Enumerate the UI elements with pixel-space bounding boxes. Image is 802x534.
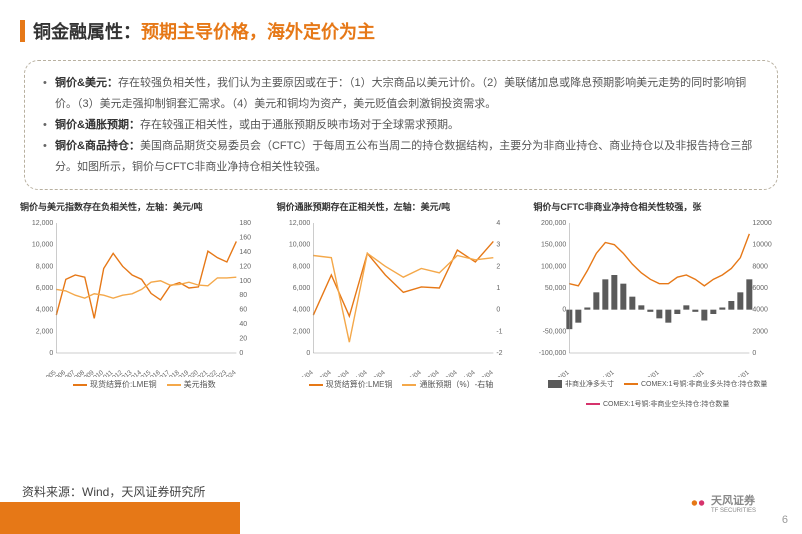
chart-3-title: 铜价与CFTC非商业净持仓相关性较强，张 <box>533 200 782 213</box>
slide-title: 铜金融属性：预期主导价格，海外定价为主 <box>33 18 375 44</box>
svg-text:2023/04: 2023/04 <box>472 369 495 377</box>
svg-text:0: 0 <box>563 307 567 314</box>
svg-text:8,000: 8,000 <box>292 264 310 271</box>
svg-text:120: 120 <box>239 264 251 271</box>
svg-text:8,000: 8,000 <box>36 264 54 271</box>
page-number: 6 <box>782 514 788 526</box>
svg-text:2007/04: 2007/04 <box>310 369 333 377</box>
svg-text:4,000: 4,000 <box>292 307 310 314</box>
svg-text:2023/01: 2023/01 <box>683 369 706 377</box>
svg-text:0: 0 <box>239 350 243 357</box>
svg-text:3: 3 <box>496 242 500 249</box>
svg-text:200,000: 200,000 <box>541 220 566 227</box>
chart-1: 铜价与美元指数存在负相关性，左轴：美元/吨 0 2,000 4,000 6,000 8,… <box>20 200 269 409</box>
chart-1-legend: 现货结算价:LME铜 美元指数 <box>20 379 269 390</box>
svg-text:2: 2 <box>496 264 500 271</box>
chart-3-plot: -100,000 -50,000 0 50,000 100,000 150,000 200,… <box>533 217 782 377</box>
chart-3: 铜价与CFTC非商业净持仓相关性较强，张 -100,000 -50,000 0 50,… <box>533 200 782 409</box>
svg-text:2024/01: 2024/01 <box>728 369 751 377</box>
chart-2-plot: 0 2,000 4,000 6,000 8,000 10,000 12,000 -2 -1 0 1 2… <box>277 217 526 377</box>
header-accent-bar <box>20 20 25 42</box>
bullet-item: 铜价&美元：存在较强负相关性，我们认为主要原因或在于：（1）大宗商品以美元计价。… <box>41 73 761 115</box>
svg-text:20: 20 <box>239 336 247 343</box>
svg-text:2020/01: 2020/01 <box>548 369 571 377</box>
svg-text:180: 180 <box>239 220 251 227</box>
svg-text:2021/04: 2021/04 <box>454 369 477 377</box>
svg-text:4000: 4000 <box>753 307 769 314</box>
svg-text:10,000: 10,000 <box>289 242 311 249</box>
chart-2-title: 铜价通胀预期存在正相关性，左轴：美元/吨 <box>277 200 526 213</box>
svg-text:-100,000: -100,000 <box>539 350 567 357</box>
logo-icon <box>689 494 707 512</box>
svg-text:60: 60 <box>239 307 247 314</box>
bullet-box: 铜价&美元：存在较强负相关性，我们认为主要原因或在于：（1）大宗商品以美元计价。… <box>24 60 778 190</box>
slide-header: 铜金融属性：预期主导价格，海外定价为主 <box>0 0 802 44</box>
svg-text:12000: 12000 <box>753 220 773 227</box>
chart-1-plot: 0 2,000 4,000 6,000 8,000 10,000 12,000 0 20 40 60… <box>20 217 269 377</box>
svg-text:140: 140 <box>239 249 251 256</box>
title-orange: 预期主导价格，海外定价为主 <box>141 22 375 42</box>
svg-text:1: 1 <box>496 285 500 292</box>
svg-text:0: 0 <box>306 350 310 357</box>
svg-text:2011/04: 2011/04 <box>346 369 368 377</box>
bullet-item: 铜价&商品持仓：美国商品期货交易委员会（CFTC）于每周五公布当周二的持仓数据结… <box>41 136 761 178</box>
svg-text:4: 4 <box>496 220 500 227</box>
svg-text:2021/01: 2021/01 <box>593 369 616 377</box>
svg-text:2009/04: 2009/04 <box>328 369 351 377</box>
svg-text:12,000: 12,000 <box>32 220 54 227</box>
svg-text:8000: 8000 <box>753 264 769 271</box>
svg-text:2,000: 2,000 <box>36 329 54 336</box>
svg-text:2019/04: 2019/04 <box>436 369 459 377</box>
svg-text:80: 80 <box>239 293 247 300</box>
svg-text:160: 160 <box>239 235 251 242</box>
svg-text:2000: 2000 <box>753 329 769 336</box>
chart-1-title: 铜价与美元指数存在负相关性，左轴：美元/吨 <box>20 200 269 213</box>
footer-accent-bar <box>0 502 240 534</box>
svg-text:-2: -2 <box>496 350 502 357</box>
svg-text:-1: -1 <box>496 329 502 336</box>
svg-text:0: 0 <box>496 307 500 314</box>
charts-row: 铜价与美元指数存在负相关性，左轴：美元/吨 0 2,000 4,000 6,000 8,… <box>0 200 802 409</box>
chart-2: 铜价通胀预期存在正相关性，左轴：美元/吨 0 2,000 4,000 6,000 8,0… <box>277 200 526 409</box>
bullet-list: 铜价&美元：存在较强负相关性，我们认为主要原因或在于：（1）大宗商品以美元计价。… <box>41 73 761 177</box>
svg-text:2005/04: 2005/04 <box>292 369 315 377</box>
svg-text:100: 100 <box>239 278 251 285</box>
title-dark: 铜金融属性： <box>33 22 141 42</box>
svg-text:150,000: 150,000 <box>541 242 566 249</box>
svg-text:2015/04: 2015/04 <box>400 369 423 377</box>
svg-text:10000: 10000 <box>753 242 773 249</box>
chart-3-legend: 非商业净多头寸 COMEX:1号铜:非商业多头持仓:持仓数量 COMEX:1号铜… <box>533 379 782 409</box>
svg-text:2013/04: 2013/04 <box>364 369 387 377</box>
svg-text:2017/04: 2017/04 <box>418 369 441 377</box>
svg-text:10,000: 10,000 <box>32 242 54 249</box>
svg-text:100,000: 100,000 <box>541 264 566 271</box>
svg-text:40: 40 <box>239 322 247 329</box>
svg-text:0: 0 <box>49 350 53 357</box>
svg-text:6,000: 6,000 <box>36 285 54 292</box>
svg-text:4,000: 4,000 <box>36 307 54 314</box>
svg-text:50,000: 50,000 <box>545 285 567 292</box>
svg-text:6,000: 6,000 <box>292 285 310 292</box>
svg-text:2022/01: 2022/01 <box>638 369 661 377</box>
svg-text:12,000: 12,000 <box>289 220 311 227</box>
svg-text:2,000: 2,000 <box>292 329 310 336</box>
source-text: 资料来源：Wind，天风证券研究所 <box>22 483 205 500</box>
svg-text:0: 0 <box>753 350 757 357</box>
svg-text:6000: 6000 <box>753 285 769 292</box>
chart-2-legend: 现货结算价:LME铜 通胀预期（%）-右轴 <box>277 379 526 390</box>
svg-text:-50,000: -50,000 <box>543 329 567 336</box>
bullet-item: 铜价&通胀预期：存在较强正相关性，或由于通胀预期反映市场对于全球需求预期。 <box>41 115 761 136</box>
company-logo: 天风证券TF SECURITIES <box>689 492 756 514</box>
